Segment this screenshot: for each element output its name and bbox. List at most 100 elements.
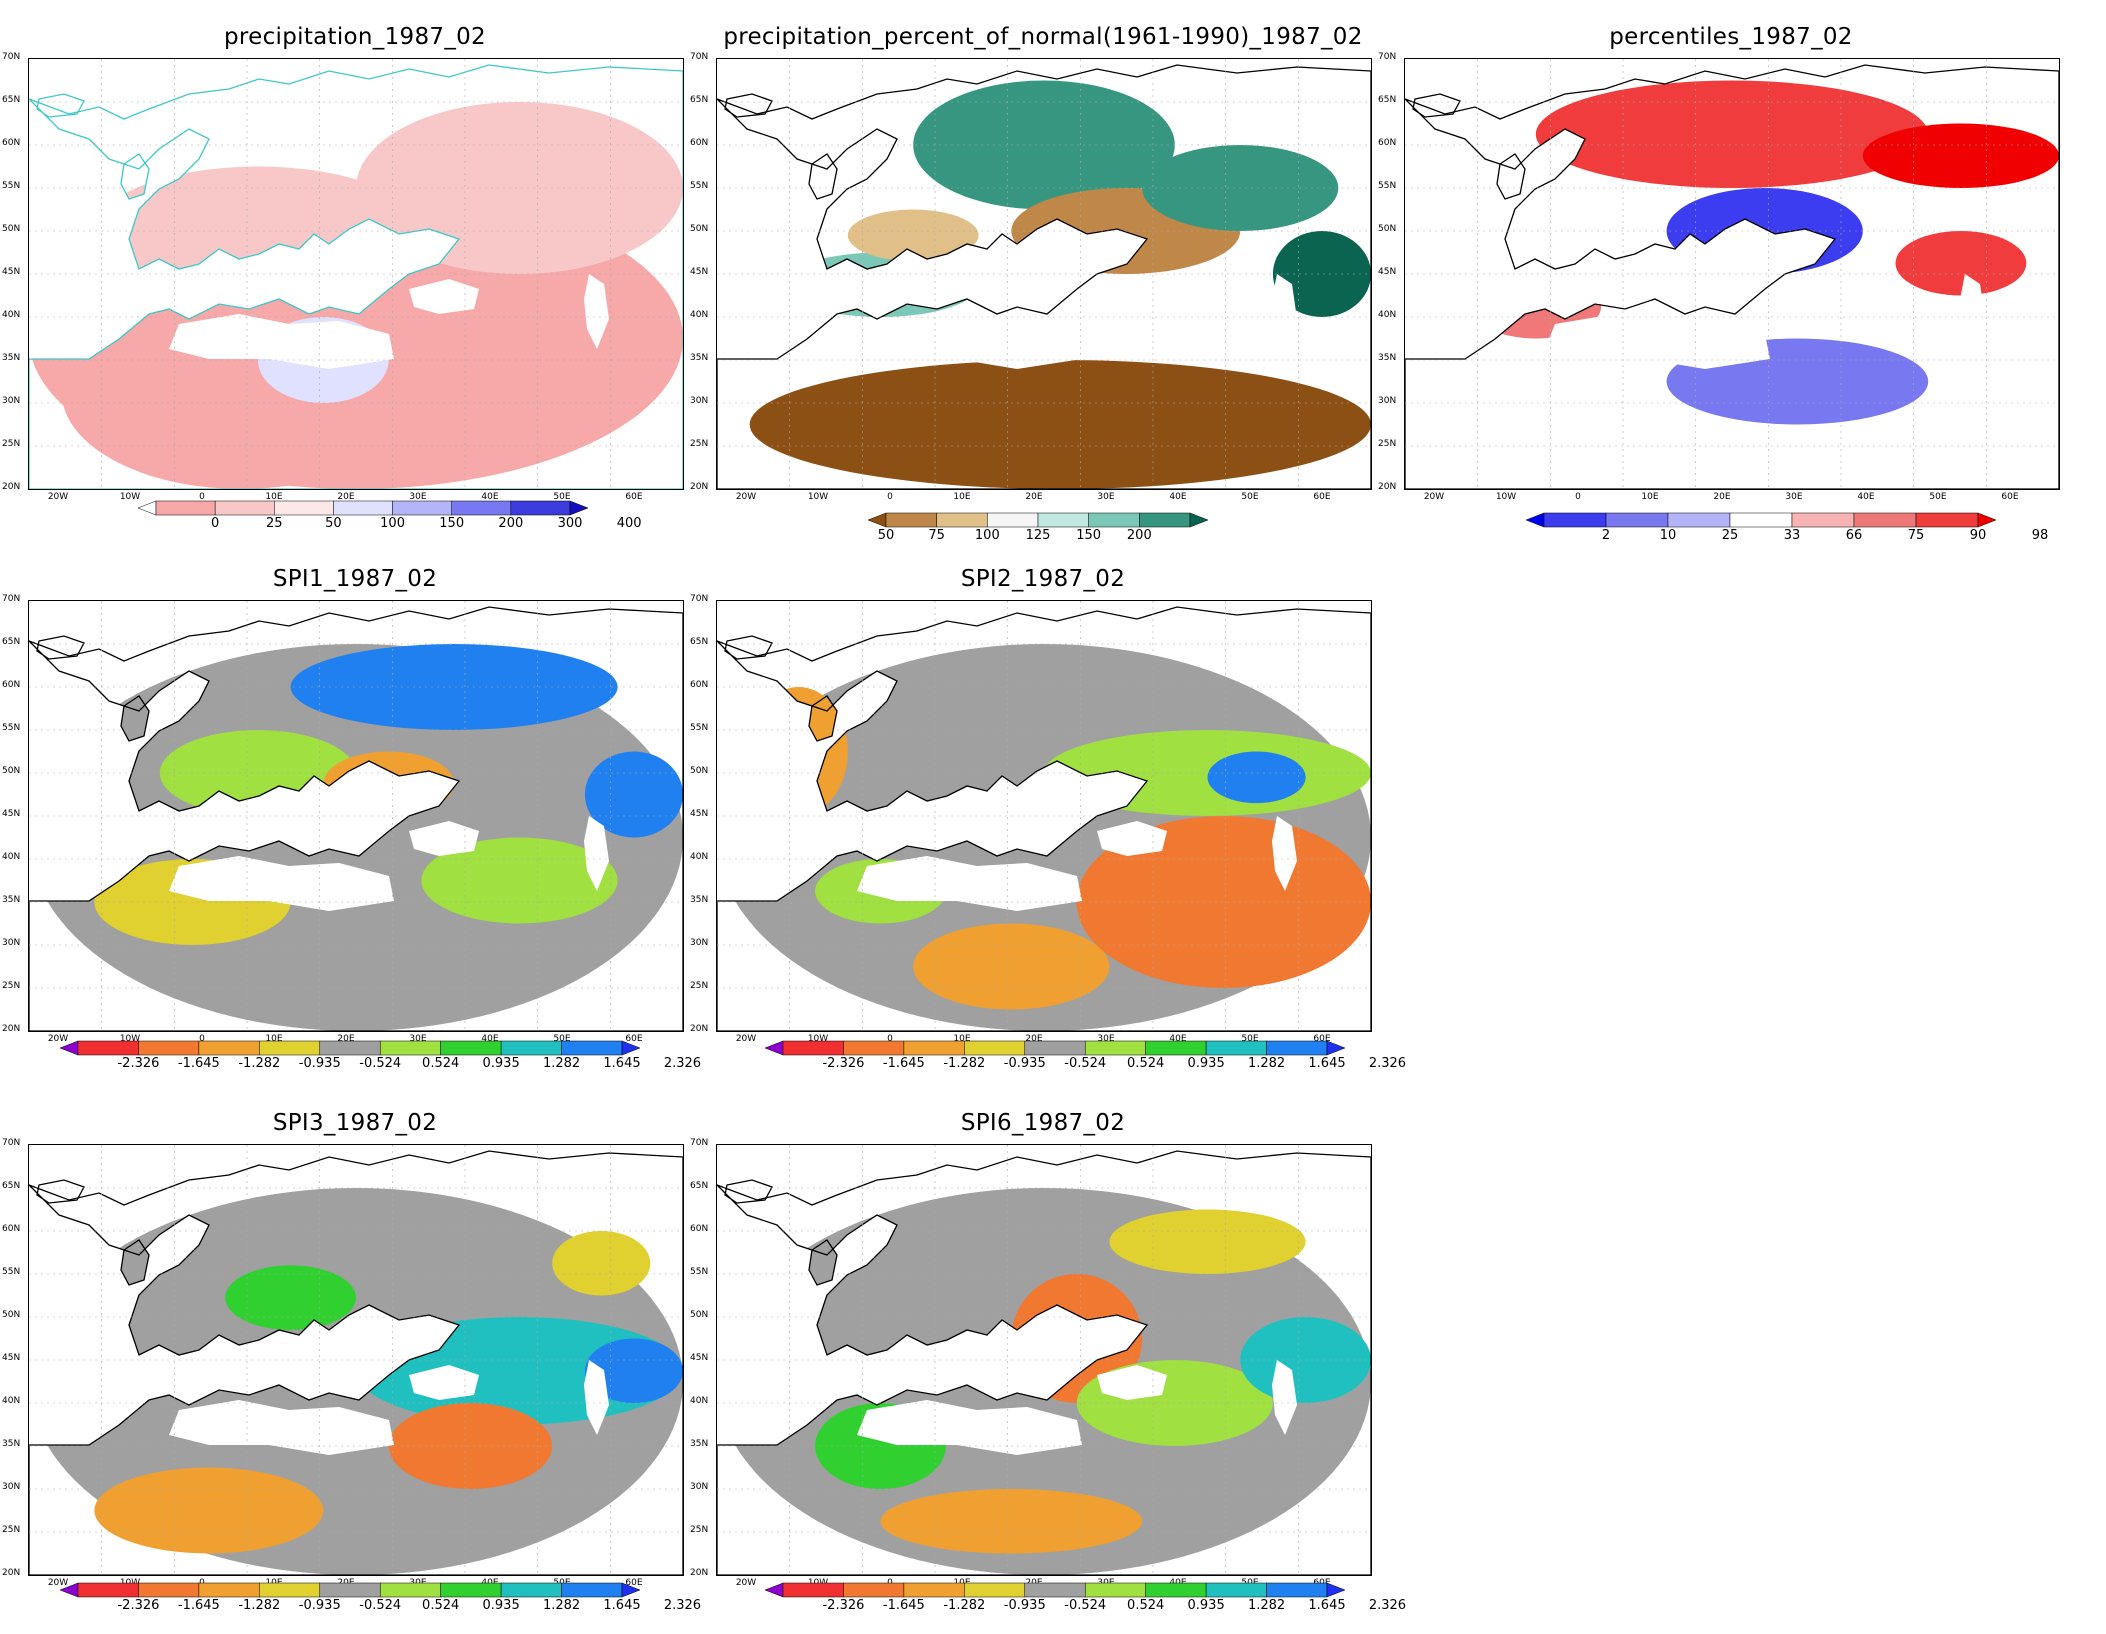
colorbar-high-arrow xyxy=(1977,512,1997,528)
iceland-outline xyxy=(724,1179,773,1204)
lat-tick-label: 30N xyxy=(1378,396,1397,406)
continent-outline xyxy=(717,606,1371,1031)
lat-tick-label: 45N xyxy=(690,809,709,819)
lat-tick-label: 70N xyxy=(690,52,709,62)
continent-outline xyxy=(29,606,683,1031)
colorbar-label: 25 xyxy=(266,516,283,531)
lat-tick-label: 20N xyxy=(690,1568,709,1578)
lon-tick-label: 30E xyxy=(1097,492,1115,502)
colorbar-high-arrow xyxy=(1189,512,1209,528)
colorbar-label: 0.524 xyxy=(422,1598,460,1613)
continent-outline xyxy=(717,64,1371,489)
lat-tick-label: 55N xyxy=(690,723,709,733)
colorbar-label: -1.645 xyxy=(882,1056,925,1071)
colorbar-label: 150 xyxy=(1076,528,1102,543)
lat-tick-label: 30N xyxy=(690,1482,709,1492)
colorbar-label: 75 xyxy=(1907,528,1925,543)
lat-tick-label: 50N xyxy=(690,766,709,776)
colorbar-low-arrow xyxy=(764,1040,784,1056)
colorbar-swatch xyxy=(155,500,216,516)
field-region xyxy=(1044,730,1371,816)
colorbar-low-arrow xyxy=(59,1582,79,1598)
colorbar-swatch xyxy=(1605,512,1669,528)
lat-tick-label: 30N xyxy=(690,396,709,406)
colorbar-swatch xyxy=(1205,1040,1267,1056)
panel-title: SPI3_1987_02 xyxy=(272,1110,438,1136)
lat-tick-label: 45N xyxy=(1378,267,1397,277)
colorbar-label: -2.326 xyxy=(822,1598,865,1613)
map-frame xyxy=(28,600,684,1032)
map-frame xyxy=(716,58,1372,490)
panel-title: SPI1_1987_02 xyxy=(272,566,438,592)
map-canvas xyxy=(717,1145,1371,1575)
lat-tick-label: 65N xyxy=(1378,95,1397,105)
lat-tick-label: 30N xyxy=(690,938,709,948)
colorbar-spi3: -2.326 -1.645 -1.282 -0.935 -0.524 0.524 0.935… xyxy=(59,1582,701,1616)
colorbar-swatches xyxy=(764,1040,1346,1056)
panel-title: percentiles_1987_02 xyxy=(1609,24,1853,50)
lon-tick-label: 50E xyxy=(553,492,571,502)
caspian-sea xyxy=(1272,1360,1297,1435)
field-layer xyxy=(749,80,1371,489)
colorbar-label: -1.645 xyxy=(882,1598,925,1613)
colorbar-swatch xyxy=(1145,1040,1207,1056)
lon-tick-label: 60E xyxy=(2001,492,2019,502)
lon-tick-label: 10W xyxy=(807,492,829,502)
colorbar-perc: 2 10 25 33 66 75 90 98 xyxy=(1525,512,2048,546)
colorbar-swatch xyxy=(214,500,275,516)
lon-tick-label: 10E xyxy=(265,1034,283,1044)
colorbar-swatches xyxy=(764,1582,1346,1598)
lon-tick-label: 40E xyxy=(481,492,499,502)
colorbar-label: -0.935 xyxy=(298,1598,341,1613)
map-frame xyxy=(28,1144,684,1576)
lat-tick-label: 70N xyxy=(2,1138,21,1148)
colorbar-swatch xyxy=(451,500,512,516)
lat-tick-label: 60N xyxy=(690,680,709,690)
iceland-outline xyxy=(36,635,85,660)
colorbar-swatch xyxy=(510,500,571,516)
lat-tick-label: 20N xyxy=(2,1024,21,1034)
colorbar-swatch xyxy=(1088,512,1140,528)
lon-tick-label: 0 xyxy=(1575,492,1581,502)
lat-tick-label: 45N xyxy=(690,267,709,277)
lat-tick-label: 35N xyxy=(2,353,21,363)
lon-tick-label: 10W xyxy=(1495,492,1517,502)
lat-tick-label: 35N xyxy=(2,895,21,905)
field-region xyxy=(1272,231,1371,317)
black-sea xyxy=(409,279,479,314)
lon-tick-label: 0 xyxy=(887,1034,893,1044)
colorbar-swatch xyxy=(1853,512,1917,528)
field-layer xyxy=(1470,80,2059,425)
lat-tick-label: 25N xyxy=(2,439,21,449)
colorbar-label: 2.326 xyxy=(663,1598,702,1613)
lat-tick-label: 35N xyxy=(690,895,709,905)
lat-tick-label: 70N xyxy=(690,594,709,604)
field-region xyxy=(847,209,979,262)
map-panel-spi2: SPI2_1987_02 70N 65N 60N 55N 50N 45N 40N 35N 30N 2… xyxy=(690,566,1372,1090)
lon-tick-label: 20W xyxy=(47,1578,69,1588)
lat-tick-label: 35N xyxy=(2,1439,21,1449)
lon-tick-label: 10E xyxy=(265,492,283,502)
lat-tick-label: 45N xyxy=(2,809,21,819)
lat-tick-label: 50N xyxy=(690,1310,709,1320)
colorbar-label: -1.282 xyxy=(943,1598,986,1613)
lon-tick-label: 50E xyxy=(1241,492,1259,502)
lat-tick-label: 30N xyxy=(2,938,21,948)
colorbar-label: -1.645 xyxy=(177,1056,220,1071)
lat-tick-label: 60N xyxy=(1378,138,1397,148)
lat-tick-label: 65N xyxy=(2,637,21,647)
map-panel-pct: precipitation_percent_of_normal(1961-199… xyxy=(690,24,1372,548)
caspian-sea xyxy=(584,274,609,349)
lat-tick-label: 25N xyxy=(2,1525,21,1535)
lon-tick-label: 20W xyxy=(47,1034,69,1044)
lat-tick-label: 70N xyxy=(2,52,21,62)
lon-tick-label: 20E xyxy=(1713,492,1731,502)
lon-tick-label: 20W xyxy=(735,1578,757,1588)
black-sea xyxy=(409,821,479,856)
continent-outline xyxy=(29,1150,683,1575)
colorbar-swatch xyxy=(1145,1582,1207,1598)
lon-tick-label: 60E xyxy=(1313,492,1331,502)
colorbar-low-arrow xyxy=(137,500,157,516)
lat-tick-label: 55N xyxy=(2,181,21,191)
colorbar-swatches xyxy=(867,512,1209,528)
